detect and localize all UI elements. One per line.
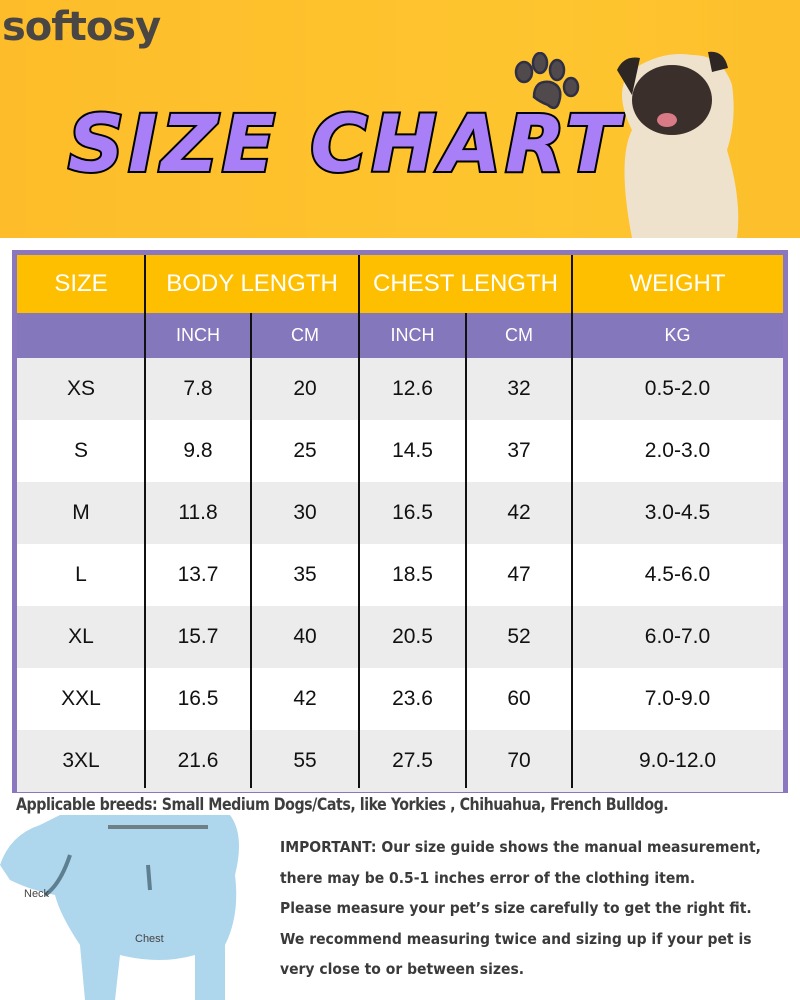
table-cell: 23.6 bbox=[359, 668, 466, 730]
column-divider bbox=[465, 313, 467, 788]
table-cell: 0.5-2.0 bbox=[572, 358, 783, 420]
table-cell: 47 bbox=[466, 544, 572, 606]
table-cell: 20 bbox=[251, 358, 359, 420]
table-cell: 42 bbox=[466, 482, 572, 544]
table-cell: 60 bbox=[466, 668, 572, 730]
column-divider bbox=[358, 255, 360, 788]
size-cell: XL bbox=[17, 606, 145, 668]
page-title: SIZE CHART bbox=[66, 98, 623, 192]
column-header: SIZE bbox=[17, 255, 145, 313]
table-cell: 27.5 bbox=[359, 730, 466, 792]
size-cell: XXL bbox=[17, 668, 145, 730]
table-cell: 70 bbox=[466, 730, 572, 792]
column-header: BODY LENGTH bbox=[145, 255, 359, 313]
table-cell: 42 bbox=[251, 668, 359, 730]
table-cell: 3.0-4.5 bbox=[572, 482, 783, 544]
banner: softosy SIZE CHART bbox=[0, 0, 800, 238]
note-line: We recommend measuring twice and sizing … bbox=[280, 929, 752, 948]
note-line: there may be 0.5-1 inches error of the c… bbox=[280, 868, 696, 887]
unit-header bbox=[17, 313, 145, 358]
table-cell: 11.8 bbox=[145, 482, 251, 544]
table-cell: 37 bbox=[466, 420, 572, 482]
neck-label: Neck bbox=[24, 888, 50, 900]
unit-header: CM bbox=[251, 313, 359, 358]
table-cell: 9.8 bbox=[145, 420, 251, 482]
chest-label: Chest bbox=[135, 933, 164, 945]
table-cell: 7.8 bbox=[145, 358, 251, 420]
table-cell: 52 bbox=[466, 606, 572, 668]
note-line: Please measure your pet’s size carefully… bbox=[280, 899, 752, 917]
important-note: IMPORTANT: Our size guide shows the manu… bbox=[280, 832, 761, 985]
table-cell: 25 bbox=[251, 420, 359, 482]
table-cell: 7.0-9.0 bbox=[572, 668, 783, 730]
size-cell: 3XL bbox=[17, 730, 145, 792]
table-cell: 6.0-7.0 bbox=[572, 606, 783, 668]
column-header: WEIGHT bbox=[572, 255, 783, 313]
dog-measurement-diagram bbox=[0, 815, 239, 1000]
table-cell: 55 bbox=[251, 730, 359, 792]
paw-icon bbox=[514, 52, 580, 110]
unit-header: INCH bbox=[359, 313, 466, 358]
table-cell: 40 bbox=[251, 606, 359, 668]
size-cell: XS bbox=[17, 358, 145, 420]
table-cell: 12.6 bbox=[359, 358, 466, 420]
table-cell: 32 bbox=[466, 358, 572, 420]
table-cell: 15.7 bbox=[145, 606, 251, 668]
table-cell: 16.5 bbox=[145, 668, 251, 730]
table-cell: 35 bbox=[251, 544, 359, 606]
unit-header: CM bbox=[466, 313, 572, 358]
column-header: CHEST LENGTH bbox=[359, 255, 572, 313]
pug-photo bbox=[617, 51, 739, 238]
table-cell: 4.5-6.0 bbox=[572, 544, 783, 606]
brand-logo: softosy bbox=[2, 4, 161, 50]
size-cell: S bbox=[17, 420, 145, 482]
table-cell: 13.7 bbox=[145, 544, 251, 606]
column-divider bbox=[250, 313, 252, 788]
table-cell: 20.5 bbox=[359, 606, 466, 668]
note-line: IMPORTANT: Our size guide shows the manu… bbox=[280, 838, 761, 856]
size-table: SIZE BODY LENGTH CHEST LENGTH WEIGHT INCH CM I… bbox=[12, 250, 788, 793]
column-divider bbox=[571, 255, 573, 788]
table-cell: 2.0-3.0 bbox=[572, 420, 783, 482]
unit-header: KG bbox=[572, 313, 783, 358]
unit-header: INCH bbox=[145, 313, 251, 358]
table-cell: 21.6 bbox=[145, 730, 251, 792]
table-cell: 9.0-12.0 bbox=[572, 730, 783, 792]
table-cell: 30 bbox=[251, 482, 359, 544]
note-line: very close to or between sizes. bbox=[280, 960, 525, 978]
table-cell: 14.5 bbox=[359, 420, 466, 482]
size-cell: L bbox=[17, 544, 145, 606]
table-cell: 18.5 bbox=[359, 544, 466, 606]
size-cell: M bbox=[17, 482, 145, 544]
column-divider bbox=[144, 255, 146, 788]
table-cell: 16.5 bbox=[359, 482, 466, 544]
applicable-breeds: Applicable breeds: Small Medium Dogs/Cat… bbox=[16, 795, 669, 815]
